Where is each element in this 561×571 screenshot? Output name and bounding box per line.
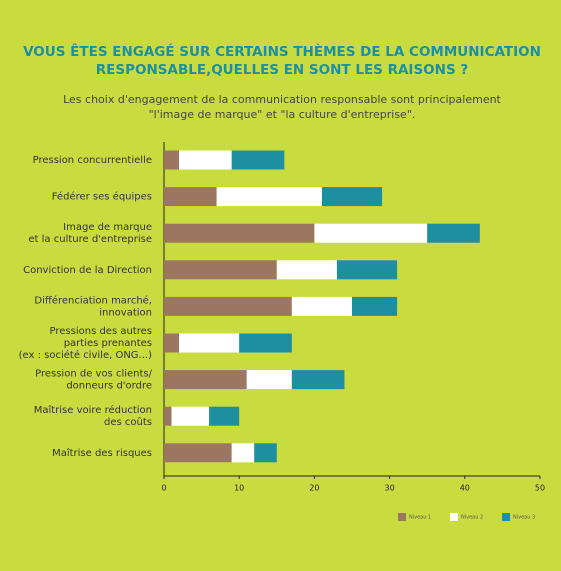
bar-segment [291, 370, 345, 390]
bar-segment [314, 223, 428, 243]
legend-swatch [450, 513, 458, 521]
category-label: Différenciation marché, [34, 294, 152, 306]
bar-segment [246, 370, 292, 390]
x-tick-label: 0 [161, 484, 166, 493]
bar-segment [164, 406, 172, 426]
legend-label: Niveau 1 [409, 515, 431, 521]
category-label: Maîtrise des risques [52, 447, 152, 459]
legend-swatch [502, 513, 510, 521]
chart-subtitle: "l'image de marque" et "la culture d'ent… [149, 108, 416, 121]
bar-segment [164, 150, 180, 170]
bar-segment [164, 370, 247, 390]
bar-segment [231, 443, 255, 463]
legend-swatch [398, 513, 406, 521]
bar-segment [231, 150, 285, 170]
bar-segment [336, 260, 398, 280]
category-label: et la culture d'entreprise [28, 234, 152, 245]
bar-segment [164, 296, 292, 316]
bar-segment [352, 296, 398, 316]
chart-title: RESPONSABLE,QUELLES EN SONT LES RAISONS … [96, 62, 468, 78]
category-label: (ex : société civile, ONG...) [19, 349, 152, 361]
category-label: innovation [99, 307, 152, 318]
bar-segment [209, 406, 240, 426]
bar-segment [164, 443, 232, 463]
x-tick-label: 50 [535, 484, 545, 493]
category-label: Fédérer ses équipes [52, 191, 152, 203]
category-label: Image de marque [63, 222, 152, 233]
category-label: donneurs d'ordre [66, 381, 152, 392]
category-label: Maîtrise voire réduction [34, 404, 152, 416]
bar-segment [171, 406, 210, 426]
legend-label: Niveau 2 [461, 515, 483, 521]
chart-subtitle: Les choix d'engagement de la communicati… [63, 93, 501, 106]
bar-segment [321, 187, 383, 207]
bar-segment [254, 443, 277, 463]
category-label: Pressions des autres [50, 326, 152, 337]
bar-segment [291, 296, 352, 316]
chart-title: VOUS ÊTES ENGAGÉ SUR CERTAINS THÈMES DE … [23, 43, 541, 60]
category-label: des coûts [104, 416, 152, 428]
bar-segment [179, 150, 232, 170]
bar-segment [427, 223, 480, 243]
x-tick-label: 40 [460, 484, 470, 493]
category-label: parties prenantes [64, 338, 152, 349]
x-tick-label: 30 [385, 484, 395, 493]
x-tick-label: 20 [309, 484, 319, 493]
bar-segment [164, 223, 315, 243]
legend-label: Niveau 3 [513, 515, 535, 521]
bar-segment [179, 333, 240, 353]
bar-segment [216, 187, 322, 207]
x-tick-label: 10 [234, 484, 244, 493]
bar-segment [164, 187, 217, 207]
category-label: Pression de vos clients/ [35, 369, 153, 380]
category-label: Conviction de la Direction [23, 265, 152, 276]
category-label: Pression concurrentielle [33, 155, 152, 166]
bar-segment [239, 333, 292, 353]
bar-segment [164, 260, 277, 280]
bar-segment [276, 260, 337, 280]
bar-segment [164, 333, 180, 353]
